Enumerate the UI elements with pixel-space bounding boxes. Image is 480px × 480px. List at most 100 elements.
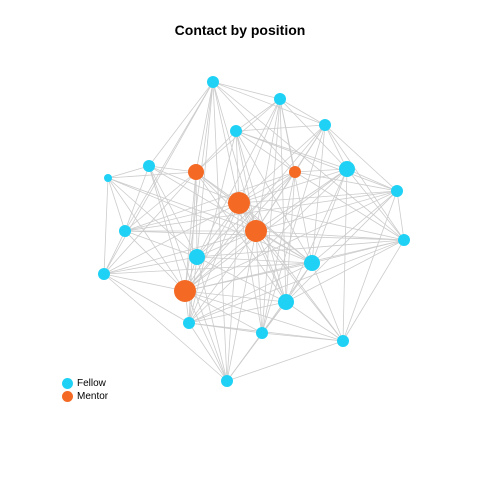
edge: [235, 130, 296, 173]
legend-swatch-mentor: [62, 391, 73, 402]
node-layer: [98, 76, 410, 387]
edge: [279, 98, 313, 264]
edge: [324, 124, 398, 192]
edge: [255, 230, 287, 303]
legend-label-fellow: Fellow: [77, 378, 106, 389]
edge: [196, 81, 214, 258]
legend-item-fellow: Fellow: [62, 377, 108, 390]
edge: [188, 130, 237, 324]
fellow-node: [391, 185, 403, 197]
edge: [148, 165, 228, 382]
edge: [103, 273, 228, 382]
edge: [184, 124, 326, 292]
edge: [188, 301, 287, 324]
legend-swatch-fellow: [62, 378, 73, 389]
fellow-node: [278, 294, 294, 310]
edge: [294, 171, 398, 192]
edge: [212, 81, 240, 204]
edge: [124, 230, 198, 258]
edge: [255, 168, 348, 232]
edge: [238, 202, 405, 241]
edge: [235, 130, 313, 264]
fellow-node: [104, 174, 112, 182]
edge: [196, 256, 313, 264]
edge: [238, 98, 281, 204]
fellow-node: [207, 76, 219, 88]
edge: [255, 190, 398, 232]
edge: [148, 165, 240, 204]
edge: [184, 171, 197, 292]
edge: [324, 124, 348, 170]
edge: [294, 171, 405, 241]
edge: [148, 165, 313, 264]
edge: [184, 290, 287, 303]
edge: [107, 177, 198, 258]
edge: [235, 98, 281, 132]
edge: [124, 190, 398, 232]
edge: [279, 98, 348, 170]
edge: [311, 239, 405, 264]
edge: [196, 256, 287, 303]
edge: [346, 168, 398, 192]
edge: [261, 332, 344, 342]
fellow-node: [304, 255, 320, 271]
mentor-node: [174, 280, 196, 302]
fellow-node: [230, 125, 242, 137]
fellow-node: [119, 225, 131, 237]
edge: [279, 98, 287, 303]
edge: [226, 332, 263, 382]
mentor-node: [188, 164, 204, 180]
fellow-node: [274, 93, 286, 105]
edge: [311, 168, 348, 264]
edge: [107, 165, 150, 179]
edge: [279, 98, 326, 126]
edge: [311, 190, 398, 264]
edge: [238, 202, 287, 303]
edge: [195, 81, 214, 173]
edge: [124, 81, 214, 232]
edge: [107, 177, 257, 232]
edge: [188, 262, 313, 324]
edge: [184, 202, 240, 292]
edge: [212, 81, 326, 126]
edge: [103, 273, 190, 324]
edge: [196, 239, 405, 258]
edge: [212, 81, 405, 241]
edge: [103, 230, 126, 275]
edge: [103, 202, 240, 275]
edge: [255, 98, 281, 232]
edge: [107, 177, 186, 292]
fellow-node: [398, 234, 410, 246]
edge: [103, 256, 198, 275]
mentor-node: [228, 192, 250, 214]
fellow-node: [143, 160, 155, 172]
edge: [188, 168, 348, 324]
edge: [103, 81, 214, 275]
edge: [238, 168, 348, 204]
edge: [285, 168, 348, 303]
fellow-node: [98, 268, 110, 280]
edge: [342, 190, 398, 342]
edge: [226, 230, 257, 382]
edge: [255, 230, 405, 241]
edge: [342, 239, 405, 342]
chart-title: Contact by position: [174, 22, 306, 38]
edge: [148, 81, 214, 167]
fellow-node: [337, 335, 349, 347]
edge: [261, 124, 326, 334]
edge: [226, 202, 240, 382]
mentor-node: [289, 166, 301, 178]
edge-layer: [103, 81, 405, 382]
edge: [285, 301, 344, 342]
fellow-node: [319, 119, 331, 131]
edge: [184, 239, 405, 292]
edge: [285, 239, 405, 303]
legend-item-mentor: Mentor: [62, 390, 108, 403]
edge: [195, 171, 313, 264]
edge: [124, 230, 186, 292]
mentor-node: [245, 220, 267, 242]
edge: [235, 130, 257, 232]
edge: [196, 98, 281, 258]
edge: [195, 171, 287, 303]
